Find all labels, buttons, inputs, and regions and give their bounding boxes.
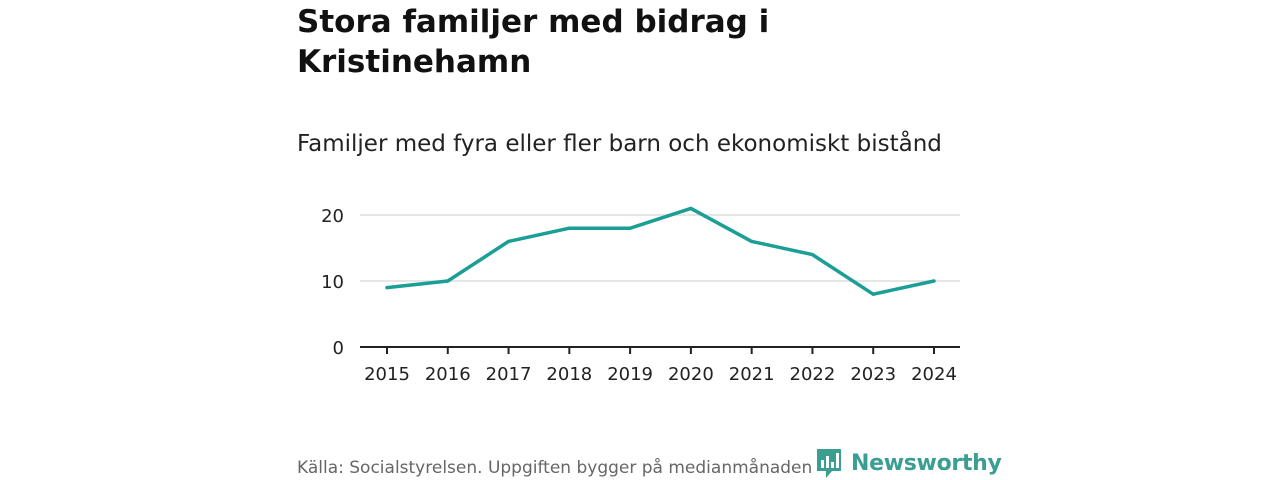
data-series [385, 206, 936, 296]
data-point-2021 [750, 239, 754, 243]
chart-subtitle: Familjer med fyra eller fler barn och ek… [297, 131, 942, 157]
x-axis-tick-labels: 2015 2016 2017 2018 2019 2020 2021 2022 2023 2024 [364, 364, 957, 385]
y-tick-label: 0 [333, 338, 344, 359]
data-point-2023 [871, 292, 875, 296]
data-point-2018 [567, 226, 571, 230]
x-tick-label: 2016 [425, 364, 471, 385]
y-tick-label: 10 [321, 272, 344, 293]
y-axis-tick-labels: 0 10 20 [321, 206, 344, 359]
data-point-2024 [932, 279, 936, 283]
data-point-2020 [689, 206, 693, 210]
x-tick-label: 2024 [911, 364, 957, 385]
newsworthy-logo-icon [817, 449, 841, 478]
brand-name: Newsworthy [851, 450, 1002, 476]
data-point-2019 [628, 226, 632, 230]
x-tick-label: 2017 [486, 364, 532, 385]
x-tick-label: 2022 [790, 364, 836, 385]
gridlines [360, 214, 960, 282]
x-tick-label: 2019 [607, 364, 653, 385]
data-point-2016 [446, 279, 450, 283]
chart-title: Stora familjer med bidrag i Kristinehamn [297, 4, 770, 80]
x-tick-label: 2020 [668, 364, 714, 385]
x-tick-label: 2021 [729, 364, 775, 385]
x-tick-label: 2018 [546, 364, 592, 385]
data-point-2017 [506, 239, 511, 243]
x-tick-label: 2023 [850, 364, 896, 385]
x-tick-label: 2015 [364, 364, 410, 385]
newsworthy-logo: Newsworthy [815, 446, 1006, 480]
series-line-0 [385, 206, 936, 296]
x-axis [360, 346, 960, 354]
data-point-2022 [810, 253, 815, 257]
source-note: Källa: Socialstyrelsen. Uppgiften bygger… [297, 458, 912, 478]
data-point-2015 [385, 286, 389, 290]
y-tick-label: 20 [321, 206, 344, 227]
